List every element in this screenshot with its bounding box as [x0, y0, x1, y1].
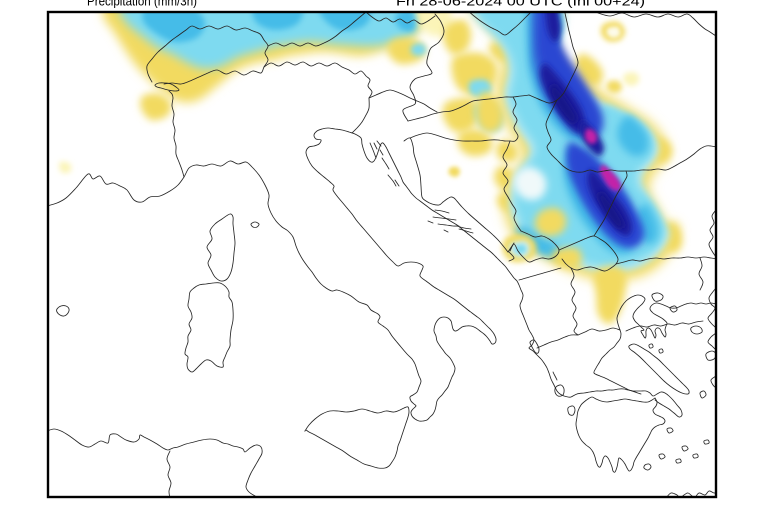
svg-text:Precipitation (mm/3h): Precipitation (mm/3h): [87, 0, 197, 9]
svg-text:Fri 28-06-2024 00 UTC (Ini 00+: Fri 28-06-2024 00 UTC (Ini 00+24): [396, 0, 645, 9]
